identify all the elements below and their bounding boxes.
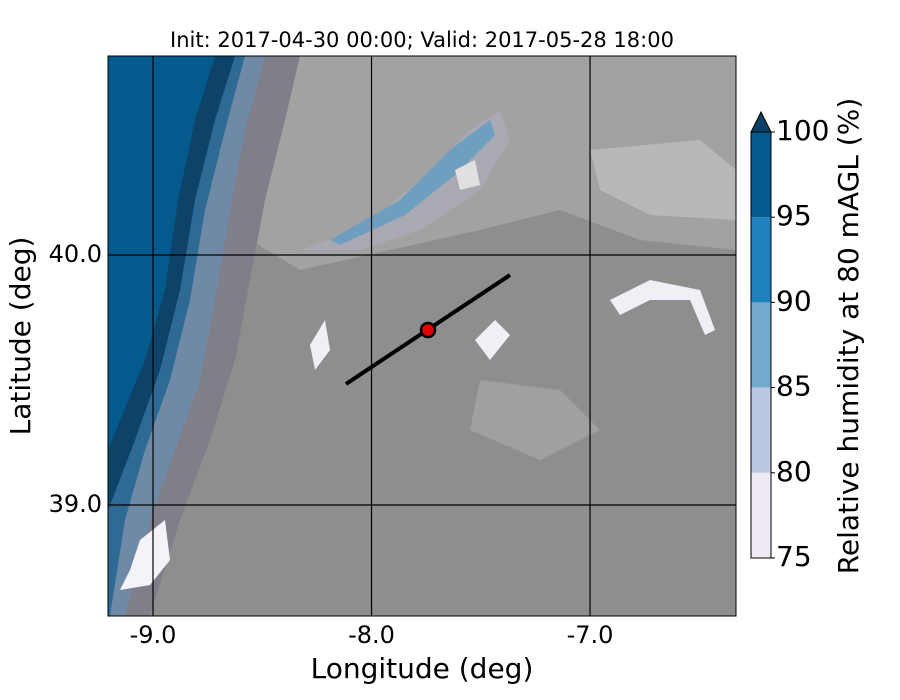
grid xyxy=(108,56,736,616)
x-tick-label: -8.0 xyxy=(348,621,395,649)
site-marker xyxy=(419,321,437,339)
colorbar-label: Relative humidity at 80 mAGL (%) xyxy=(832,98,865,575)
dry-patch xyxy=(310,320,330,370)
y-axis-label: Latitude (deg) xyxy=(4,237,37,436)
highland-light xyxy=(590,140,736,220)
x-axis-label: Longitude (deg) xyxy=(311,652,534,685)
colorbar-tick-label: 80 xyxy=(776,455,812,488)
peak xyxy=(455,160,480,190)
dry-patch xyxy=(475,320,510,360)
colorbar-segment xyxy=(751,217,771,303)
colorbar-segment xyxy=(751,387,771,473)
colorbar-frame xyxy=(750,131,772,559)
colorbar-extend xyxy=(750,110,772,133)
ocean xyxy=(108,56,215,450)
colorbar-tick-label: 100 xyxy=(776,114,829,147)
plot-frame xyxy=(107,55,737,617)
colorbar-tick-label: 75 xyxy=(776,540,812,573)
dry-patch xyxy=(610,280,715,335)
hill xyxy=(470,380,600,460)
title: Init: 2017-04-30 00:00; Valid: 2017-05-2… xyxy=(170,28,674,52)
y-tick-label: 40.0 xyxy=(49,240,102,268)
colorbar-tick-label: 85 xyxy=(776,370,812,403)
colorbar-segment xyxy=(751,472,771,558)
x-tick-label: -7.0 xyxy=(567,621,614,649)
ridge-wet xyxy=(330,120,495,245)
colorbar-tick-label: 90 xyxy=(776,284,812,317)
colorbar-tick-label: 95 xyxy=(776,199,812,232)
colorbar-segment xyxy=(751,132,771,218)
map xyxy=(108,56,736,616)
colorbar-segment xyxy=(751,302,771,388)
y-tick-label: 39.0 xyxy=(49,490,102,518)
x-tick-label: -9.0 xyxy=(130,621,177,649)
dry-patch xyxy=(120,520,170,590)
